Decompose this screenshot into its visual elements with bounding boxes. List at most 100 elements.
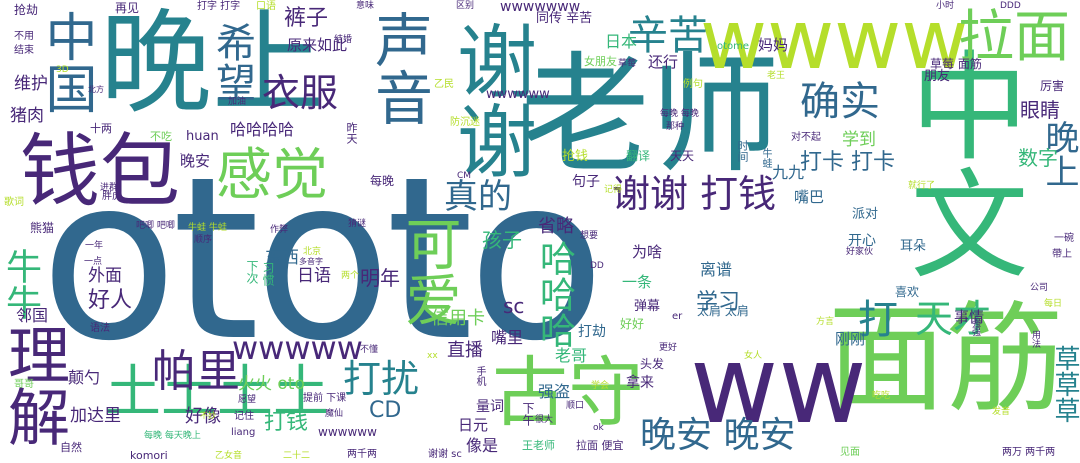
cloud-word: 顺序 xyxy=(194,235,213,245)
cloud-word: 十两 xyxy=(90,122,112,135)
cloud-word: CD xyxy=(369,398,402,423)
cloud-word: 二十二 xyxy=(283,451,311,461)
cloud-word: 拉面 xyxy=(958,5,1070,70)
cloud-word: 打劫 xyxy=(578,324,606,340)
cloud-word: 不妙 xyxy=(200,411,216,420)
cloud-word: 帶上 xyxy=(1052,249,1072,260)
cloud-word: 天天 xyxy=(670,149,695,163)
cloud-word: 手机 xyxy=(474,366,485,386)
cloud-word: 中文 xyxy=(890,45,1028,281)
cloud-word: 多音字 xyxy=(299,257,323,266)
cloud-word: 更好 xyxy=(659,343,678,353)
cloud-word: 就行了 xyxy=(908,181,936,191)
cloud-word: 胖虎 xyxy=(102,191,122,202)
cloud-word: 再见 xyxy=(115,1,140,15)
cloud-word: 明年 xyxy=(360,266,400,290)
cloud-word: 中国 xyxy=(36,10,96,114)
cloud-word: 不吃 xyxy=(150,130,172,143)
cloud-word: 离谱 xyxy=(700,260,733,279)
cloud-word: 学会 xyxy=(591,381,610,391)
cloud-word: wwwwww xyxy=(486,87,550,102)
cloud-word: 区别 xyxy=(456,1,475,11)
cloud-word: 结束 xyxy=(14,45,34,56)
cloud-word: 同传 辛苦 xyxy=(536,11,593,26)
cloud-word: 小时 xyxy=(936,1,955,11)
cloud-word: 例句 xyxy=(683,79,703,90)
cloud-word: 牛蛙 xyxy=(760,148,771,168)
cloud-word: 两万 两千两 xyxy=(1002,447,1056,458)
cloud-word: 翻译 xyxy=(626,149,651,163)
cloud-word: 抢钱 xyxy=(562,149,589,164)
cloud-word: 老王 xyxy=(767,71,786,81)
cloud-word: 熊猫 xyxy=(30,221,55,235)
cloud-word: 哈哈哈哈 xyxy=(230,120,295,139)
cloud-word: 时间 xyxy=(736,140,749,162)
cloud-word: 牛牛 xyxy=(0,248,41,320)
cloud-word: 女朋友 xyxy=(584,55,617,68)
cloud-word: 3D xyxy=(56,65,69,75)
cloud-word: 乙女音 xyxy=(215,451,243,461)
cloud-word: 牛蛙 牛蛙 xyxy=(188,223,227,233)
cloud-word: 下次 xyxy=(245,260,259,284)
cloud-word: 女人 xyxy=(744,351,763,361)
cloud-word: 火火 oto xyxy=(238,374,305,394)
cloud-word: 谢谢 打钱 xyxy=(612,172,777,216)
cloud-word: 打扰 xyxy=(343,357,420,401)
cloud-word: 日语 xyxy=(297,266,331,286)
cloud-word: 每晚 每天晚上 xyxy=(144,431,201,441)
cloud-word: wwww xyxy=(700,0,969,88)
cloud-word: 猪肉 xyxy=(10,106,44,126)
cloud-word: wwwwwww xyxy=(500,0,581,15)
cloud-word: 学习 xyxy=(696,290,741,315)
cloud-word: wwwwww xyxy=(318,425,377,439)
cloud-word: 一条 xyxy=(622,273,653,291)
cloud-word: 衣服 xyxy=(262,71,339,115)
cloud-word: wwwww xyxy=(232,329,363,367)
cloud-word: 加达里 xyxy=(70,406,121,426)
cloud-word: xx xyxy=(427,351,438,361)
cloud-word: 直播 xyxy=(447,340,483,361)
cloud-word: 学到 xyxy=(842,130,876,150)
cloud-word: 哥哥 xyxy=(14,379,34,390)
cloud-word: 打 xyxy=(858,297,898,343)
cloud-word: ok xyxy=(593,423,604,433)
cloud-word: 两个 xyxy=(341,271,360,281)
cloud-word: 老哥 xyxy=(555,346,588,365)
cloud-word: 嘴巴 xyxy=(794,188,825,206)
cloud-word: 好像 xyxy=(185,406,221,427)
cloud-word: 感觉 xyxy=(216,143,328,208)
cloud-word: 对不起 xyxy=(791,132,821,143)
cloud-word: 好人 xyxy=(88,288,133,313)
cloud-word: 魔仙 xyxy=(325,409,344,419)
cloud-word: 意味 xyxy=(356,1,375,11)
cloud-word: huan xyxy=(186,129,219,144)
cloud-word: 草莓 面筋 xyxy=(930,57,982,71)
cloud-word: ototo xyxy=(40,129,605,391)
cloud-word: 晚安 晚安 xyxy=(640,415,796,456)
cloud-word: 顺口 xyxy=(566,401,585,411)
cloud-word: 为啥 xyxy=(632,243,663,261)
cloud-word: 一年 xyxy=(85,241,104,251)
cloud-word: 原来如此 xyxy=(287,36,348,54)
cloud-word: 作弊 xyxy=(270,225,289,235)
cloud-word: 见面 xyxy=(840,447,860,458)
cloud-word: 抢劫 xyxy=(14,3,39,17)
cloud-word: 拉面 便宜 xyxy=(576,439,624,452)
cloud-word: 裤子 xyxy=(284,6,329,31)
cloud-word: 厉害 xyxy=(1040,79,1065,93)
cloud-word: 信用卡 xyxy=(431,308,485,329)
cloud-word: 每晚 xyxy=(370,174,395,188)
cloud-word: 晚上 xyxy=(1039,120,1079,188)
cloud-word: 面筋 xyxy=(828,290,1065,428)
cloud-word: 量词 xyxy=(476,399,504,415)
cloud-word: 防沉迷 xyxy=(450,117,480,128)
cloud-word: 不懂 xyxy=(360,345,379,355)
cloud-word: 哈哈哈 xyxy=(534,240,575,348)
cloud-word: 打钱 xyxy=(264,410,309,435)
cloud-word: DD xyxy=(590,261,604,271)
cloud-word: 眼睛 xyxy=(1020,98,1060,122)
cloud-word: 进群 xyxy=(100,183,119,193)
cloud-word: 嘴里 xyxy=(491,328,524,347)
cloud-word: 真的 xyxy=(444,177,512,217)
